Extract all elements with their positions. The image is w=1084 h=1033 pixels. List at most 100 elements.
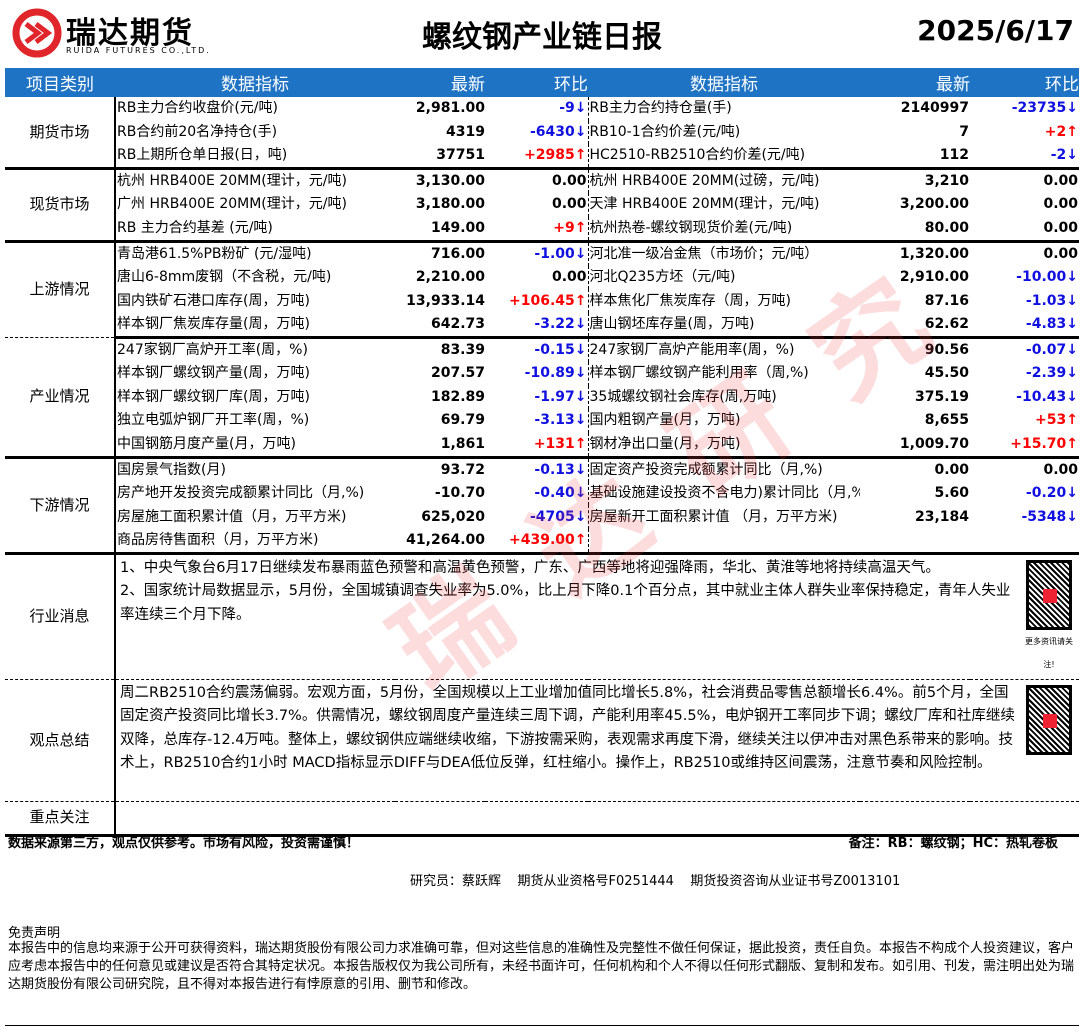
table-row: 样本钢厂螺纹钢产量(周，万吨) 207.57 -10.89↓ 样本钢厂螺纹钢产能利用率… [5,361,1079,386]
table-row: 房屋施工面积累计值（月，万平方米) 625,020 -4705↓ 房屋新开工面积累计值… [5,505,1079,529]
column-header: 环比 [485,68,588,97]
latest-value: 41,264.00 [395,528,485,555]
category-cell: 观点总结 [5,679,116,802]
category-cell: 行业消息 [5,553,116,680]
table-row: 房产地开发投资完成额累计同比（月,%) -10.70 -0.40↓ 基础设施建设投资不… [5,481,1079,506]
latest-value: 3,180.00 [415,196,485,213]
indicator-name: 钢材净出口量(月，万吨) [587,432,860,459]
change-value: -9↓ [559,100,587,117]
latest-value: 4319 [446,123,485,140]
indicator-name: 河北准一级冶金焦（市场价；元/吨） [587,241,860,266]
table-row: 现货市场 杭州 HRB400E 20MM(理计，元/吨) 3,130.00 0.00 杭… [5,168,1079,243]
indicator-name: RB上期所仓单日报(日，吨) [115,144,395,171]
change-value: -0.13↓ [534,461,587,478]
summary-row: 观点总结 周二RB2510合约震荡偏弱。宏观方面，5月份，全国规模以上工业增加值同… [5,679,1079,802]
latest-value: 625,020 [421,508,485,525]
latest-value: 5.60 [934,485,969,502]
indicator-name: 杭州 HRB400E 20MM(理计，元/吨) [117,173,347,190]
change-value: +2↑ [1044,123,1078,140]
footer-divider [5,1025,1079,1026]
indicator-name: 广州 HRB400E 20MM(理计，元/吨) [117,196,347,213]
change-value: -2.39↓ [1025,365,1078,382]
latest-value: 13,933.14 [406,292,485,309]
qr-code [1023,684,1075,755]
latest-value: 1,009.70 [860,432,970,459]
indicator-name: 固定资产投资完成额累计同比（月,%) [587,457,860,482]
latest-value: 7 [959,123,969,140]
table-row: 中国钢筋月度产量(月，万吨) 1,861 +131↑ 钢材净出口量(月，万吨) 1,00… [5,432,1079,459]
change-value: +131↑ [485,432,588,459]
change-value: -1.03↓ [1025,292,1078,309]
indicator-name: 247家钢厂高炉开工率(周，%) [117,341,308,358]
indicator-name: 房屋施工面积累计值（月，万平方米) [117,508,347,525]
change-value: -4.83↓ [970,312,1079,339]
latest-value: 182.89 [430,388,485,405]
indicator-name: RB合约前20名净持仓(手) [117,123,278,140]
indicator-name: 中国钢筋月度产量(月，万吨) [115,432,395,459]
change-value: -10.89↓ [524,365,587,382]
table-row: 唐山6-8mm废钢（不含税，元/吨) 2,210.00 0.00 河北Q235方坯（元… [5,265,1079,290]
latest-value: 87.16 [924,292,969,309]
indicator-name: 基础设施建设投资不含电力)累计同比（月,% [587,481,860,506]
indicator-name: RB主力合约持仓量(手) [587,97,860,121]
change-value [970,528,1079,555]
latest-value: 2,910.00 [899,269,969,286]
change-value: -5348↓ [1021,508,1078,525]
change-value: -1.00↓ [534,245,587,262]
latest-value: 2,981.00 [415,100,485,117]
change-value: 0.00 [970,216,1079,243]
table-row: RB 主力合约基差 (元/吨) 149.00 +9↑ 杭州热卷-螺纹钢现货价差(元/吨… [5,216,1079,243]
table-row: 上游情况 青岛港61.5%PB粉矿 (元/湿吨) 716.00 -1.00↓ 河北准一级… [5,241,1079,338]
indicator-name: HC2510-RB2510合约价差(元/吨) [587,144,860,171]
change-value: +439.00↑ [485,528,588,555]
latest-value: 80.00 [860,216,970,243]
indicator-name: 商品房待售面积（月，万平方米) [115,528,395,555]
category-cell: 下游情况 [5,457,116,555]
brand-name-en: RUIDA FUTURES CO.,LTD. [66,46,211,55]
data-table: 项目类别 数据指标 最新 环比 数据指标 最新 环比 期货市场 RB主力合约收盘价(元/吨) 2… [5,68,1079,837]
indicator-name: 天津 HRB400E 20MM(理计，元/吨) [587,193,860,217]
report-header: 瑞达期货 RUIDA FUTURES CO.,LTD. 螺纹钢产业链日报 202… [0,0,1084,66]
table-row: 广州 HRB400E 20MM(理计，元/吨) 3,180.00 0.00 天津 HR… [5,193,1079,217]
latest-value: -10.70 [434,485,485,502]
disclaimer-title: 免责声明 [8,926,61,941]
category-cell: 上游情况 [5,241,116,338]
indicator-name [587,528,860,555]
indicator-name: 样本钢厂螺纹钢产能利用率（周,%) [587,361,860,386]
change-value: 0.00 [1043,245,1078,262]
change-value: 0.00 [551,196,587,213]
latest-value: 62.62 [860,312,970,339]
latest-value: 3,200.00 [899,196,969,213]
brand-name: 瑞达期货 [66,16,194,51]
table-row: RB上期所仓单日报(日，吨) 37751 +2985↑ HC2510-RB2510合约… [5,144,1079,171]
change-value: -0.15↓ [534,341,587,358]
indicator-name: RB主力合约收盘价(元/吨) [117,100,278,117]
indicator-name: 独立电弧炉钢厂开工率(周，%) [117,412,310,429]
indicator-name: 房屋新开工面积累计值 （月，万平方米) [587,505,860,529]
latest-value: 69.79 [440,412,485,429]
indicator-name: 样本焦化厂焦炭库存（周，万吨) [587,289,860,313]
report-title: 螺纹钢产业链日报 [422,20,662,55]
table-header-row: 项目类别 数据指标 最新 环比 数据指标 最新 环比 [5,68,1079,97]
latest-value: 1,320.00 [899,245,969,262]
qr-code-icon [1026,559,1072,630]
category-cell: 现货市场 [5,168,116,243]
latest-value: 1,861 [395,432,485,459]
column-header: 项目类别 [5,68,115,97]
indicator-name: 样本钢厂螺纹钢厂库(周，万吨) [117,388,310,405]
analyst-info: 研究员：蔡跃辉 期货从业资格号F0251444 期货投资咨询从业证书号Z0013… [410,874,901,889]
change-value: -6430↓ [529,123,587,140]
category-cell: 重点关注 [5,801,116,837]
disclaimer-text: 本报告中的信息均来源于公开可获得资料，瑞达期货股份有限公司力求准确可靠，但对这些… [8,941,1075,992]
indicator-name: 房产地开发投资完成额累计同比（月,%) [117,485,365,502]
indicator-name: 杭州 HRB400E 20MM(过磅，元/吨) [587,168,860,194]
latest-value: 0.00 [934,461,969,478]
news-content: 更多资讯请关注! 1、中央气象台6月17日继续发布暴雨蓝色预警和高温黄色预警，广东… [115,553,1079,680]
latest-value: 112 [860,144,970,171]
latest-value: 37751 [395,144,485,171]
summary-text: 周二RB2510合约震荡偏弱。宏观方面，5月份，全国规模以上工业增加值同比增长5… [120,684,1015,772]
indicator-name: 国内铁矿石港口库存(周，万吨) [117,292,310,309]
report-date: 2025/6/17 [917,14,1074,47]
indicator-name: 国内粗钢产量(月，万吨) [587,409,860,433]
indicator-name: 国房景气指数(月) [117,461,226,478]
